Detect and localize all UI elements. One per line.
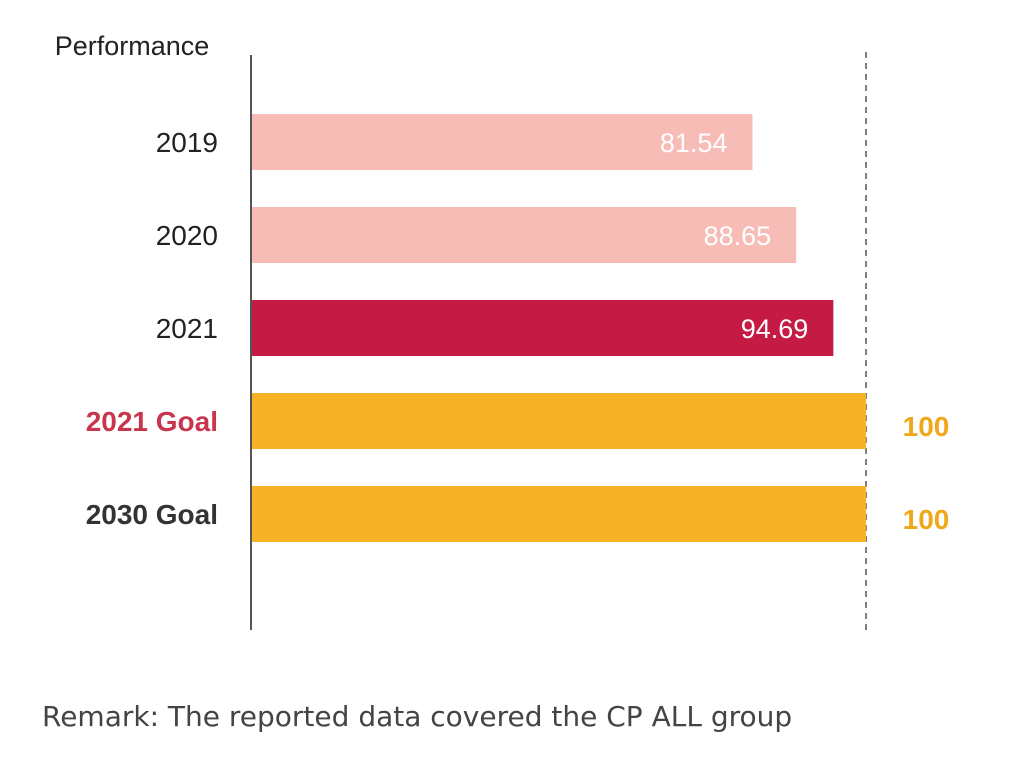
- bar-2021-goal: [252, 393, 866, 449]
- category-label-2030-goal: 2030 Goal: [86, 499, 218, 530]
- bar-2020: [252, 207, 797, 263]
- category-label-2021: 2021: [156, 313, 218, 344]
- value-label-2020: 88.65: [704, 221, 772, 251]
- category-label-2021-goal: 2021 Goal: [86, 406, 218, 437]
- category-label-2019: 2019: [156, 127, 218, 158]
- remark-text: Remark: The reported data covered the CP…: [42, 700, 793, 733]
- y-axis-title: Performance: [55, 31, 210, 61]
- bars-group: 2019 81.54 2020 88.65 2021 94.69 2021 Goal 100 2…: [86, 114, 950, 542]
- value-label-2021: 94.69: [741, 314, 809, 344]
- bar-2019: [252, 114, 753, 170]
- bar-2030-goal: [252, 486, 866, 542]
- category-label-2020: 2020: [156, 220, 218, 251]
- value-label-2021-goal: 100: [903, 411, 950, 442]
- bar-2021: [252, 300, 834, 356]
- value-label-2019: 81.54: [660, 128, 728, 158]
- value-label-2030-goal: 100: [903, 504, 950, 535]
